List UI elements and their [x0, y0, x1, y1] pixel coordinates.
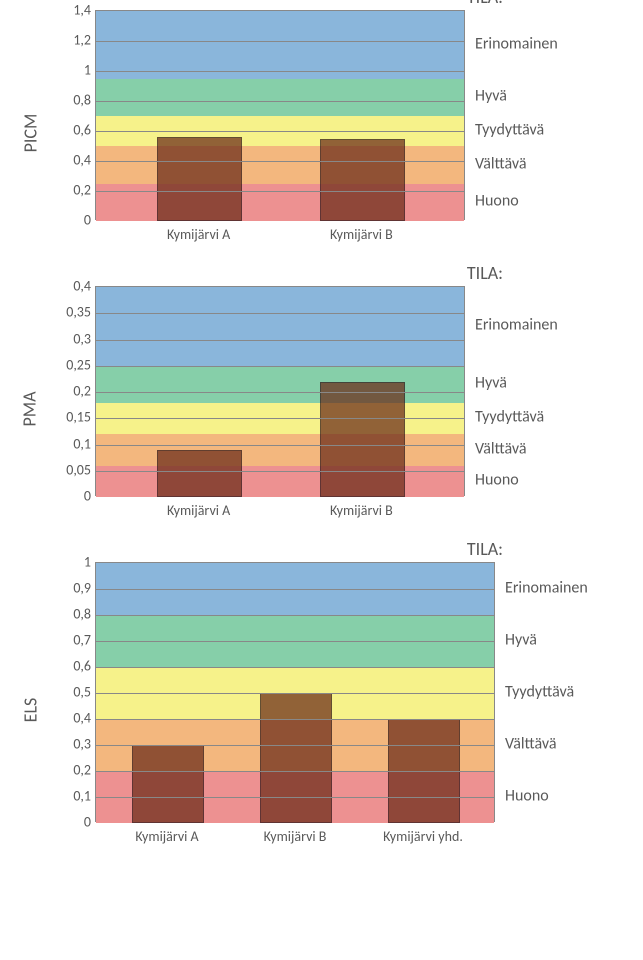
- band-valttava: [96, 434, 464, 466]
- legend-tyydyttava: Tyydyttävä: [475, 121, 544, 140]
- y-tick: 0,5: [73, 684, 91, 701]
- y-tick: 0,3: [73, 736, 91, 753]
- gridline: [96, 71, 464, 72]
- y-tick: 0,3: [73, 330, 91, 347]
- y-axis-label: ELS: [19, 698, 41, 723]
- y-tick: 0,8: [73, 606, 91, 623]
- legend-valttava: Välttävä: [475, 439, 527, 458]
- y-tick: 0,4: [73, 278, 91, 295]
- y-tick: 1: [84, 62, 91, 79]
- gridline: [96, 313, 464, 314]
- legend-hyva: Hyvä: [505, 631, 537, 650]
- y-tick: 0,05: [66, 461, 91, 478]
- gridline: [96, 340, 464, 341]
- plot-area: [95, 10, 465, 220]
- band-erinomainen: [96, 287, 464, 366]
- y-tick: 0,4: [73, 710, 91, 727]
- plot-area: [95, 286, 465, 496]
- y-tick: 0,8: [73, 92, 91, 109]
- legend-erinomainen: Erinomainen: [505, 579, 588, 598]
- y-tick: 0,2: [73, 182, 91, 199]
- bar: [320, 382, 405, 498]
- tila-label: TILA:: [467, 538, 503, 560]
- legend-tyydyttava: Tyydyttävä: [505, 683, 574, 702]
- bar: [320, 139, 405, 222]
- x-tick: Kymijärvi B: [330, 226, 393, 243]
- gridline: [96, 641, 494, 642]
- tila-label: TILA:: [467, 0, 503, 8]
- gridline: [96, 615, 494, 616]
- y-tick: 0: [84, 488, 91, 505]
- y-tick: 0,2: [73, 762, 91, 779]
- y-tick: 0: [84, 814, 91, 831]
- band-huono: [96, 184, 464, 222]
- x-tick: Kymijärvi A: [135, 828, 198, 845]
- gridline: [96, 797, 494, 798]
- y-tick: 0,9: [73, 580, 91, 597]
- x-tick: Kymijärvi A: [167, 226, 230, 243]
- band-valttava: [96, 146, 464, 184]
- x-tick: Kymijärvi yhd.: [383, 828, 463, 845]
- gridline: [96, 41, 464, 42]
- legend-valttava: Välttävä: [475, 154, 527, 173]
- chart-pma: PMATILA:00,050,10,150,20,250,30,350,4Huo…: [10, 286, 633, 532]
- y-tick: 1,2: [73, 32, 91, 49]
- gridline: [96, 745, 494, 746]
- y-tick: 0,35: [66, 304, 91, 321]
- gridline: [96, 445, 464, 446]
- y-tick: 0,4: [73, 152, 91, 169]
- x-tick: Kymijärvi B: [264, 828, 327, 845]
- bar: [260, 693, 332, 823]
- y-tick: 0,25: [66, 356, 91, 373]
- gridline: [96, 131, 464, 132]
- y-tick: 0,1: [73, 435, 91, 452]
- legend-huono: Huono: [505, 787, 549, 806]
- gridline: [96, 471, 464, 472]
- legend-tyydyttava: Tyydyttävä: [475, 408, 544, 427]
- gridline: [96, 101, 464, 102]
- y-tick: 0,6: [73, 122, 91, 139]
- gridline: [96, 161, 464, 162]
- y-tick: 0: [84, 212, 91, 229]
- gridline: [96, 719, 494, 720]
- legend-huono: Huono: [475, 192, 519, 211]
- gridline: [96, 191, 464, 192]
- gridline: [96, 589, 494, 590]
- bar: [157, 137, 242, 221]
- y-tick: 0,1: [73, 788, 91, 805]
- legend-huono: Huono: [475, 471, 519, 490]
- tila-label: TILA:: [467, 262, 503, 284]
- gridline: [96, 392, 464, 393]
- legend-hyva: Hyvä: [475, 374, 507, 393]
- y-tick: 0,15: [66, 409, 91, 426]
- gridline: [96, 771, 494, 772]
- chart-picm: PICMTILA:00,20,40,60,811,21,4HuonoVälttä…: [10, 10, 633, 256]
- gridline: [96, 667, 494, 668]
- y-tick: 1,4: [73, 2, 91, 19]
- y-axis-label: PMA: [19, 391, 41, 426]
- chart-els: ELSTILA:00,10,20,30,40,50,60,70,80,91Huo…: [10, 562, 633, 858]
- gridline: [96, 366, 464, 367]
- x-tick: Kymijärvi A: [167, 502, 230, 519]
- band-hyva: [96, 366, 464, 403]
- gridline: [96, 693, 494, 694]
- legend-hyva: Hyvä: [475, 87, 507, 106]
- band-erinomainen: [96, 11, 464, 79]
- y-tick: 1: [84, 554, 91, 571]
- x-tick: Kymijärvi B: [330, 502, 393, 519]
- y-axis-label: PICM: [19, 114, 41, 153]
- legend-valttava: Välttävä: [505, 735, 557, 754]
- legend-erinomainen: Erinomainen: [475, 316, 558, 335]
- plot-area: [95, 562, 495, 822]
- gridline: [96, 418, 464, 419]
- y-tick: 0,6: [73, 658, 91, 675]
- legend-erinomainen: Erinomainen: [475, 34, 558, 53]
- y-tick: 0,2: [73, 383, 91, 400]
- y-tick: 0,7: [73, 632, 91, 649]
- bar: [132, 745, 204, 823]
- band-hyva: [96, 79, 464, 117]
- bar: [157, 450, 242, 497]
